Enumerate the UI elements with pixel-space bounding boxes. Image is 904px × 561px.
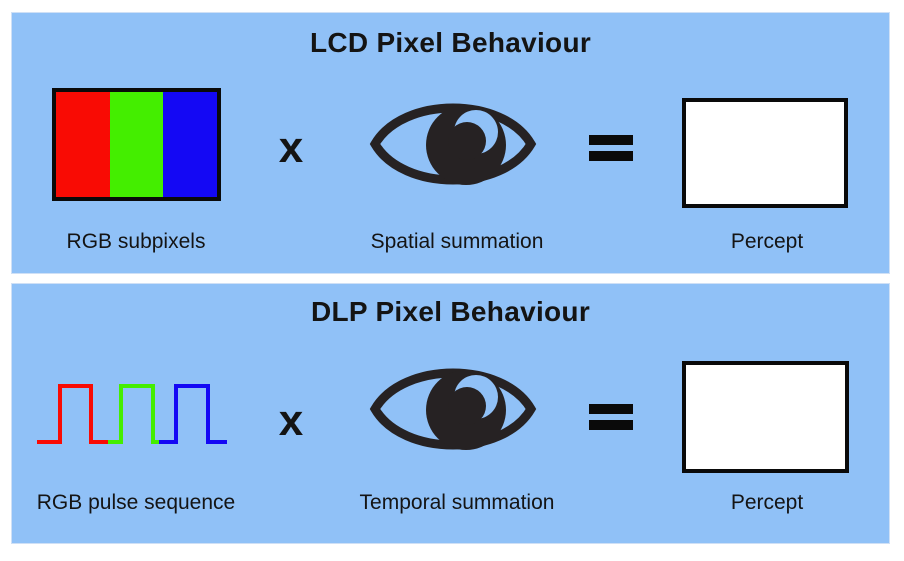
multiply-operator: x <box>278 123 304 172</box>
percept-box <box>682 98 848 208</box>
eye-icon <box>369 368 537 450</box>
equals-bar <box>589 151 633 161</box>
blue-pulse <box>159 384 227 444</box>
panel-lcd: LCD Pixel Behaviour x RGB subpixels Spat… <box>11 12 890 274</box>
eye-highlight-core <box>448 122 486 160</box>
result-label: Percept <box>730 491 804 514</box>
multiply-operator: x <box>278 396 304 445</box>
eye-highlight-core <box>448 387 486 425</box>
blue-subpixel <box>163 92 218 197</box>
equals-bar <box>589 404 633 414</box>
percept-box <box>682 361 849 473</box>
summation-label: Temporal summation <box>359 491 555 514</box>
green-subpixel <box>109 92 164 197</box>
eye-outline <box>369 368 537 450</box>
equals-bar <box>589 135 633 145</box>
equals-icon <box>589 404 633 430</box>
eye-icon <box>369 103 537 185</box>
red-pulse <box>37 384 108 444</box>
panel-title: LCD Pixel Behaviour <box>309 27 592 58</box>
rgb-pulse-figure <box>37 384 227 444</box>
rgb-subpixels-figure <box>52 88 221 201</box>
eye-outline <box>369 103 537 185</box>
summation-label: Spatial summation <box>370 230 544 253</box>
panel-title: DLP Pixel Behaviour <box>310 296 591 327</box>
source-label: RGB pulse sequence <box>36 491 236 514</box>
green-pulse <box>108 384 159 444</box>
result-label: Percept <box>730 230 804 253</box>
source-label: RGB subpixels <box>66 230 206 253</box>
panel-dlp: DLP Pixel Behaviour x RGB pulse sequence… <box>11 283 890 544</box>
equals-icon <box>589 135 633 161</box>
equals-bar <box>589 420 633 430</box>
red-subpixel <box>56 92 110 197</box>
